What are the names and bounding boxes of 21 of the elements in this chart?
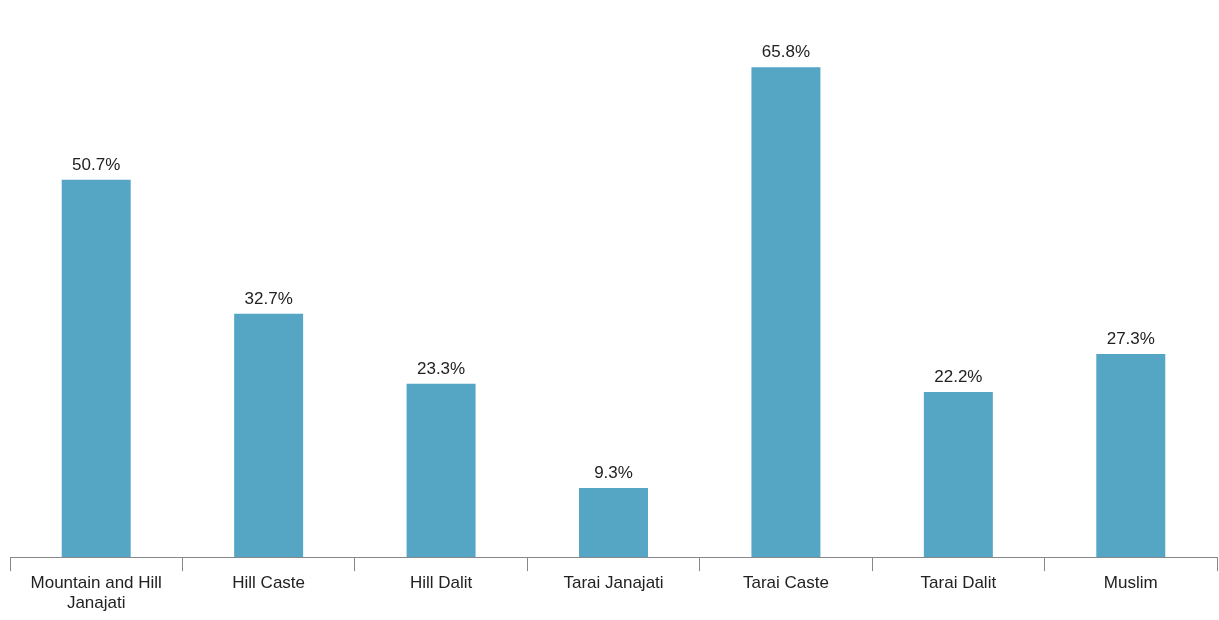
- x-tick-label: Tarai Janajati: [563, 573, 664, 593]
- data-label: 23.3%: [416, 358, 466, 378]
- x-tick-label: Tarai Caste: [742, 573, 829, 593]
- data-label: 22.2%: [934, 367, 983, 387]
- x-tick-label: Muslim: [1103, 573, 1158, 593]
- x-tick-label: Mountain and Hill Janajati: [30, 573, 162, 613]
- data-label: 32.7%: [244, 288, 293, 308]
- x-tick-label: Hill Caste: [232, 573, 306, 593]
- bar: [923, 391, 993, 558]
- data-label: 27.3%: [1106, 329, 1155, 349]
- data-label: 50.7%: [72, 154, 121, 174]
- data-label: 65.8%: [761, 42, 811, 62]
- bar: [751, 67, 821, 558]
- bar: [1096, 353, 1166, 558]
- x-tick-label: Hill Dalit: [409, 573, 473, 593]
- bar: [234, 313, 304, 558]
- bar: [406, 383, 476, 558]
- bar: [579, 487, 648, 558]
- bar: [61, 179, 131, 558]
- x-tick-label: Tarai Dalit: [920, 573, 997, 593]
- data-label: 9.3%: [594, 463, 633, 483]
